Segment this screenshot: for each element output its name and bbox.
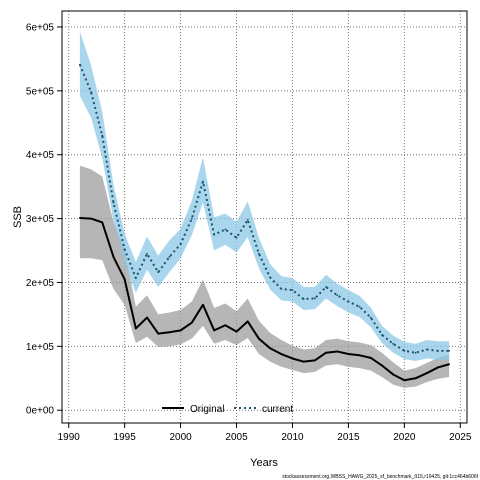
point-current-2004 — [224, 228, 227, 231]
point-original-1999 — [168, 331, 171, 334]
y-tick-label-400000: 4e+05 — [26, 150, 55, 161]
point-current-1998 — [157, 271, 160, 274]
point-current-2016 — [358, 305, 361, 308]
point-current-2002 — [202, 180, 204, 183]
point-current-2001 — [190, 217, 193, 220]
point-current-2019 — [392, 342, 395, 345]
footer-credit: stockassessment.org,WBSS_HAWG_2025_sf_be… — [282, 474, 478, 480]
y-tick-label-100000: 1e+05 — [26, 342, 55, 353]
point-original-2007 — [258, 337, 260, 340]
point-current-2005 — [235, 236, 238, 239]
point-current-2024 — [448, 349, 450, 352]
point-current-2022 — [425, 348, 428, 351]
point-original-2021 — [414, 377, 417, 380]
point-original-1994 — [112, 256, 115, 258]
point-original-2020 — [403, 379, 406, 382]
point-original-2005 — [235, 330, 238, 333]
point-current-2015 — [347, 300, 350, 303]
x-axis-title: Years — [250, 457, 278, 469]
y-tick-label-0: 0e+00 — [26, 406, 55, 417]
point-original-2022 — [425, 372, 428, 375]
point-original-1997 — [146, 316, 148, 319]
x-tick-label-2010: 2010 — [281, 432, 304, 443]
point-original-2013 — [325, 351, 327, 354]
legend-label-current: current — [262, 404, 293, 415]
point-original-2010 — [291, 357, 294, 360]
y-axis: 0e+00 1e+05 2e+05 3e+05 4e+05 5e+05 6e+05 — [26, 22, 62, 417]
point-original-2006 — [246, 320, 249, 323]
point-current-2012 — [313, 297, 316, 300]
point-current-2008 — [269, 276, 271, 279]
point-original-2024 — [448, 363, 450, 366]
point-current-1991 — [79, 63, 81, 66]
point-current-2007 — [258, 252, 260, 255]
point-current-2020 — [403, 349, 406, 352]
point-original-2023 — [437, 366, 439, 369]
point-original-2009 — [280, 353, 283, 355]
plot-frame — [61, 10, 468, 424]
series-line-current — [78, 64, 450, 354]
point-current-1999 — [168, 256, 171, 258]
point-current-2011 — [302, 298, 305, 300]
point-original-2001 — [190, 321, 193, 324]
x-tick-label-2015: 2015 — [337, 432, 360, 443]
point-original-1991 — [79, 217, 81, 219]
x-tick-label-2005: 2005 — [225, 432, 248, 443]
point-original-2019 — [392, 373, 395, 376]
x-tick-label-2025: 2025 — [449, 432, 472, 443]
point-current-2010 — [291, 289, 294, 292]
point-current-2009 — [280, 287, 283, 290]
point-current-2023 — [437, 349, 439, 352]
y-tick-label-600000: 6e+05 — [26, 22, 55, 33]
x-tick-label-1995: 1995 — [114, 432, 137, 443]
point-current-2018 — [381, 333, 383, 336]
point-current-1994 — [112, 201, 115, 204]
point-original-2014 — [336, 350, 339, 353]
point-current-2014 — [336, 294, 339, 297]
point-original-1996 — [134, 327, 137, 330]
point-original-2008 — [269, 347, 271, 350]
y-tick-label-200000: 2e+05 — [26, 278, 55, 289]
point-current-1992 — [90, 91, 92, 94]
point-current-2013 — [325, 286, 327, 288]
point-current-2003 — [213, 233, 216, 236]
x-tick-label-2000: 2000 — [169, 432, 192, 443]
point-original-2004 — [224, 324, 227, 327]
legend-label-original: Original — [190, 404, 224, 415]
point-original-2015 — [347, 353, 350, 355]
x-axis: 1990 1995 2000 2005 2010 2015 2020 2025 — [58, 423, 472, 443]
point-current-1996 — [134, 277, 137, 279]
point-original-2018 — [381, 364, 383, 367]
point-original-2017 — [369, 356, 372, 359]
point-original-2012 — [313, 359, 316, 362]
y-axis-title: SSB — [12, 206, 24, 228]
point-current-2006 — [246, 218, 249, 221]
point-original-1992 — [90, 217, 92, 220]
point-current-1993 — [101, 134, 104, 137]
y-tick-label-300000: 3e+05 — [26, 214, 55, 225]
point-original-1993 — [101, 221, 104, 224]
point-current-1997 — [146, 252, 148, 255]
x-tick-label-2020: 2020 — [393, 432, 416, 443]
x-tick-label-1990: 1990 — [58, 432, 81, 443]
point-current-2000 — [179, 243, 182, 246]
point-original-2000 — [179, 329, 182, 332]
point-current-1995 — [123, 248, 126, 251]
point-current-2017 — [369, 316, 372, 319]
y-tick-label-500000: 5e+05 — [26, 86, 55, 97]
point-original-2016 — [358, 354, 361, 357]
point-original-1998 — [157, 332, 160, 335]
series-line-original — [79, 216, 450, 382]
series-lines — [78, 63, 450, 382]
point-original-2011 — [302, 360, 305, 363]
point-original-1995 — [123, 278, 126, 281]
point-current-2021 — [414, 351, 417, 354]
legend: Original current — [162, 404, 293, 415]
point-original-2002 — [202, 303, 204, 306]
point-original-2003 — [213, 329, 216, 332]
